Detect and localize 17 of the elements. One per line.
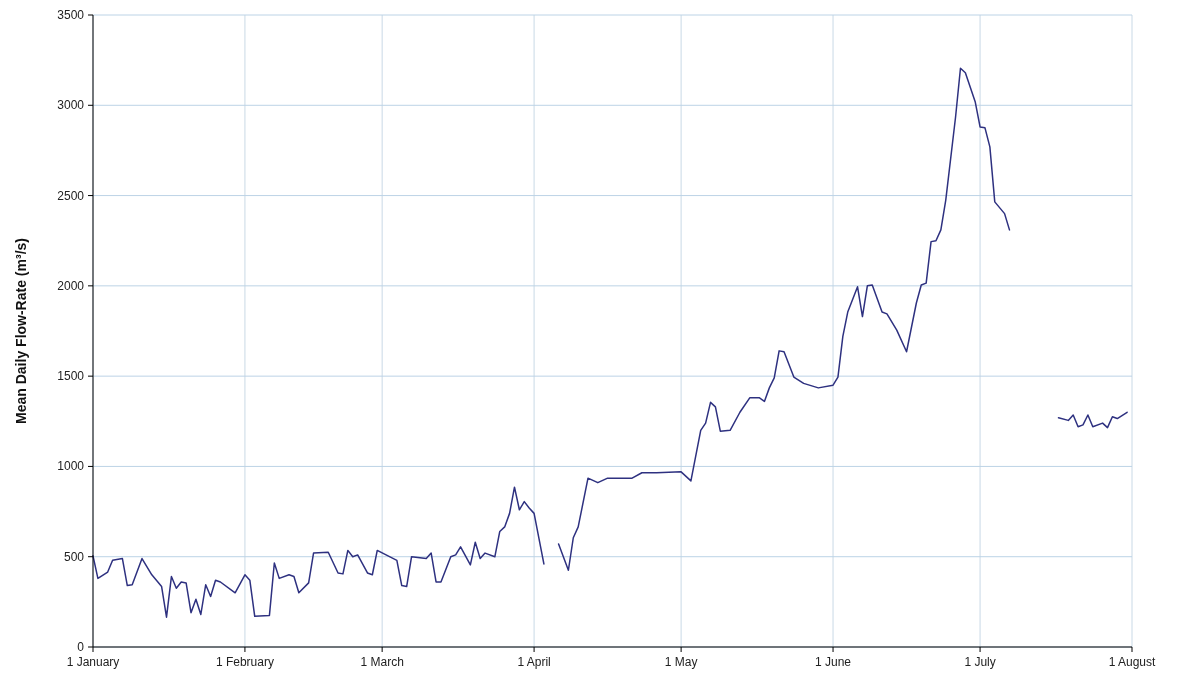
y-tick-label: 1000: [57, 459, 85, 474]
y-tick-label: 1500: [57, 369, 85, 384]
y-tick-label: 2500: [57, 188, 85, 203]
y-axis-title: Mean Daily Flow-Rate (m³/s): [13, 238, 29, 424]
y-tick-label: 2000: [57, 278, 85, 293]
x-tick-label: 1 March: [360, 655, 404, 669]
y-tick-label: 0: [77, 640, 85, 654]
x-tick-label: 1 February: [215, 655, 274, 669]
x-tick-label: 1 April: [517, 655, 551, 669]
x-tick-label: 1 May: [664, 655, 698, 669]
y-tick-label: 500: [63, 549, 85, 564]
y-tick-label: 3500: [57, 8, 85, 22]
x-tick-label: 1 August: [1108, 655, 1157, 669]
x-tick-label: 1 June: [815, 655, 852, 669]
x-tick-label: 1 January: [66, 655, 120, 669]
y-tick-label: 3000: [57, 98, 85, 113]
x-tick-label: 1 July: [964, 655, 996, 669]
